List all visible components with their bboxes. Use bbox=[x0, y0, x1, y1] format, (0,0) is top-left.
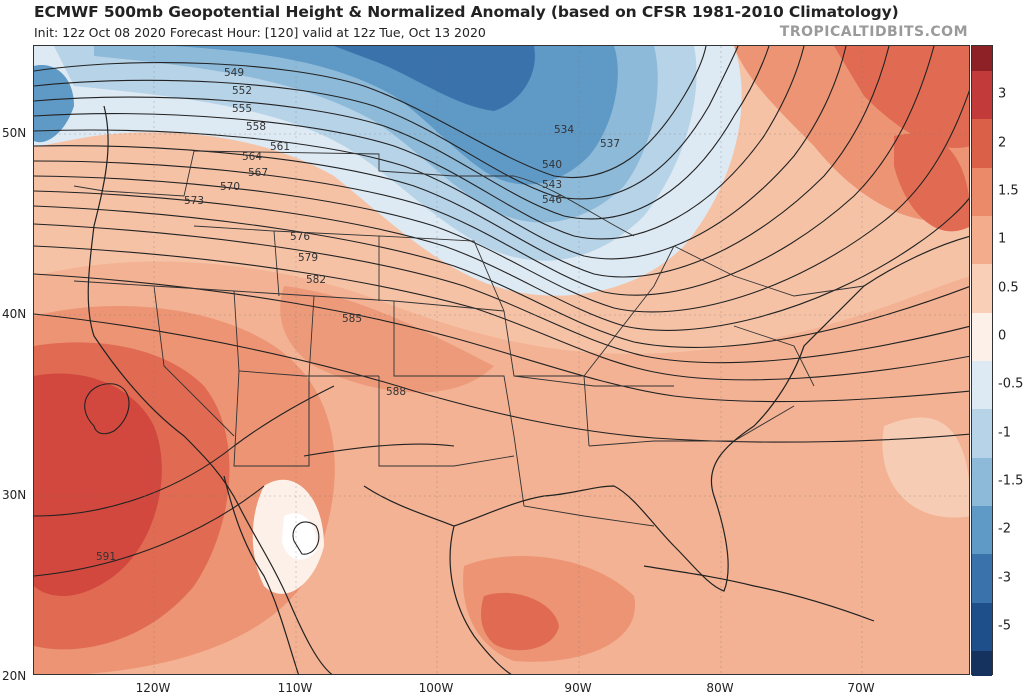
contour-label: 576 bbox=[290, 231, 310, 243]
lon-label-120w: 120W bbox=[135, 681, 171, 695]
contour-label: 570 bbox=[220, 181, 240, 193]
state-boundaries bbox=[73, 150, 865, 527]
chart-title: ECMWF 500mb Geopotential Height & Normal… bbox=[34, 3, 899, 21]
contour-label: 591 bbox=[96, 551, 116, 563]
colorbar-label: -2 bbox=[998, 521, 1011, 537]
colorbar-label: -3 bbox=[998, 570, 1011, 585]
contour-label: 534 bbox=[554, 124, 574, 136]
contour-label: 558 bbox=[246, 121, 266, 133]
contour-label: 588 bbox=[386, 386, 406, 398]
contour-labels: 534 537 540 543 546 549 552 555 558 561 … bbox=[96, 67, 620, 563]
contour-label: 543 bbox=[542, 179, 562, 191]
colorbar-segment bbox=[972, 602, 992, 652]
contour-label: 585 bbox=[342, 313, 362, 325]
contour-label: 546 bbox=[542, 194, 562, 206]
colorbar-label: 0 bbox=[998, 328, 1007, 344]
lon-label-100w: 100W bbox=[418, 681, 454, 695]
contour-label: 561 bbox=[270, 141, 290, 153]
colorbar-segment bbox=[972, 506, 992, 555]
colorbar-label: -0.5 bbox=[998, 376, 1024, 392]
colorbar-bottom-segment bbox=[972, 651, 992, 676]
colorbar-segment bbox=[972, 361, 992, 410]
height-contours bbox=[34, 46, 969, 577]
lat-label-50n: 50N bbox=[2, 126, 27, 140]
colorbar-segment bbox=[972, 167, 992, 217]
colorbar-segment bbox=[972, 312, 992, 362]
chart-subtitle: Init: 12z Oct 08 2020 Forecast Hour: [12… bbox=[34, 25, 486, 40]
colorbar-segment bbox=[972, 216, 992, 265]
colorbar-label: 1.5 bbox=[998, 183, 1019, 199]
contour-label: 564 bbox=[242, 151, 262, 163]
colorbar-segment bbox=[972, 264, 992, 314]
contour-label: 567 bbox=[248, 167, 268, 179]
colorbar-label: -5 bbox=[998, 618, 1011, 634]
colorbar bbox=[971, 45, 993, 676]
contour-label: 582 bbox=[306, 274, 326, 286]
contour-label: 579 bbox=[298, 252, 318, 264]
lon-label-110w: 110W bbox=[277, 681, 313, 695]
source-credit: TROPICALTIDBITS.COM bbox=[779, 24, 968, 40]
colorbar-segment bbox=[972, 554, 992, 604]
colorbar-label: 0.5 bbox=[998, 280, 1019, 295]
colorbar-label: -1 bbox=[998, 425, 1011, 440]
colorbar-top-segment bbox=[972, 46, 992, 71]
colorbar-segment bbox=[972, 409, 992, 459]
contour-label: 573 bbox=[184, 195, 204, 207]
contour-label: 552 bbox=[232, 85, 252, 97]
colorbar-segment bbox=[972, 71, 992, 120]
colorbar-label: -1.5 bbox=[998, 473, 1024, 489]
lat-label-40n: 40N bbox=[2, 307, 27, 321]
lon-label-70w: 70W bbox=[847, 681, 875, 695]
colorbar-label: 3 bbox=[998, 86, 1007, 102]
colorbar-label: 1 bbox=[998, 231, 1007, 247]
colorbar-segment bbox=[972, 457, 992, 507]
lon-label-80w: 80W bbox=[706, 681, 734, 695]
lon-label-90w: 90W bbox=[564, 681, 592, 695]
contour-label: 537 bbox=[600, 138, 620, 150]
anomaly-map[interactable]: 534 537 540 543 546 549 552 555 558 561 … bbox=[33, 45, 970, 675]
colorbar-segment bbox=[972, 119, 992, 169]
coastlines bbox=[87, 105, 969, 674]
contour-label: 555 bbox=[232, 103, 252, 115]
lat-label-20n: 20N bbox=[2, 669, 27, 683]
contour-label: 540 bbox=[542, 159, 562, 171]
lat-label-30n: 30N bbox=[2, 488, 27, 502]
contour-label: 549 bbox=[224, 67, 244, 79]
lat-lon-grid bbox=[34, 46, 969, 674]
colorbar-label: 2 bbox=[998, 135, 1007, 150]
positive-anomaly-fill bbox=[34, 46, 969, 674]
